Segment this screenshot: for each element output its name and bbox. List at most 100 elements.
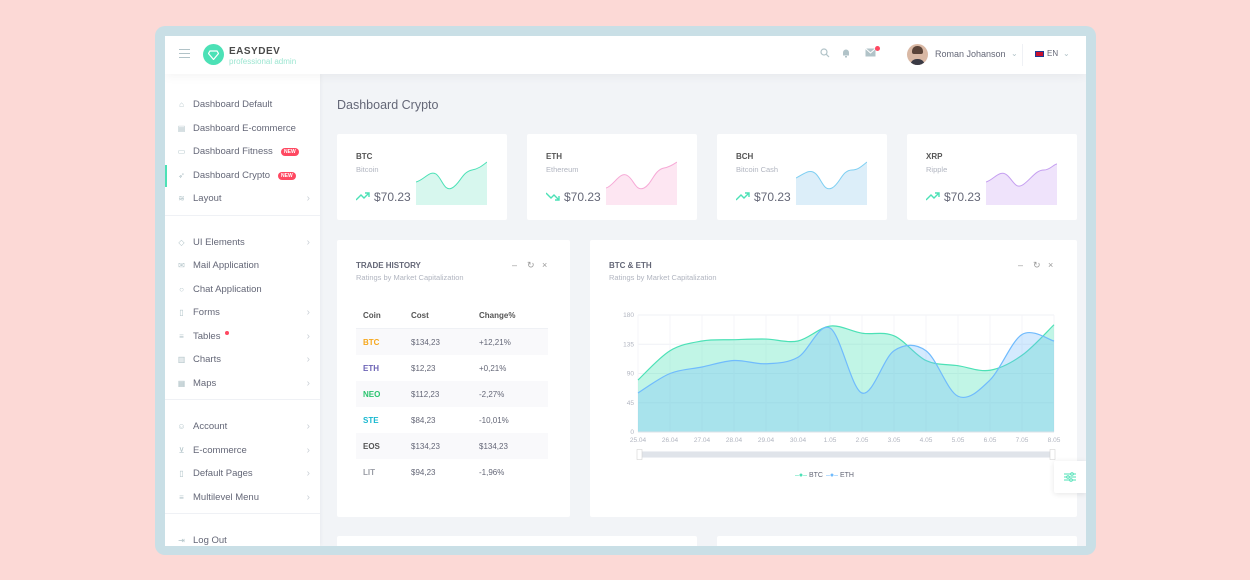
minimize-icon[interactable]: – — [1018, 260, 1024, 270]
x-tick-label: 29.04 — [758, 437, 775, 444]
flag-uk-icon[interactable] — [1035, 51, 1044, 57]
bell-icon[interactable] — [841, 48, 851, 61]
bubble-icon: ○ — [179, 284, 184, 294]
coin-card-btc[interactable]: BTC Bitcoin $70.23 — [337, 134, 507, 220]
table-row[interactable]: EOS $134,23 $134,23 — [356, 433, 548, 459]
chevron-down-icon[interactable]: ⌄ — [1011, 49, 1018, 58]
layers-icon: ≋ — [178, 194, 185, 203]
chevron-down-icon[interactable]: ⌄ — [1063, 49, 1070, 58]
table-row[interactable]: BTC $134,23 +12,21% — [356, 329, 548, 355]
sidebar-item-label: Maps — [193, 377, 217, 389]
trending-up-icon — [925, 192, 940, 204]
sidebar-item-ui-elements[interactable]: ◇ UI Elements › — [165, 234, 320, 254]
coin-card-xrp[interactable]: XRP Ripple $70.23 — [907, 134, 1077, 220]
new-badge: NEW — [278, 171, 296, 180]
series-line-eth — [637, 326, 1055, 398]
sparkline-chart — [416, 161, 487, 205]
change-cell: +0,21% — [479, 364, 507, 373]
cost-cell: $134,23 — [411, 442, 440, 451]
sidebar-item-maps[interactable]: ▦ Maps › — [165, 375, 320, 395]
sidebar-item-e-commerce[interactable]: ⊻ E-commerce › — [165, 442, 320, 462]
close-icon[interactable]: × — [1048, 260, 1054, 270]
sidebar-item-dashboard-default[interactable]: ⌂ Dashboard Default — [165, 96, 320, 116]
sidebar: ⌂ Dashboard Default ▤ Dashboard E-commerce ▭… — [165, 74, 320, 546]
sidebar-item-tables[interactable]: ≡ Tables › — [165, 328, 320, 348]
brush-handle-left — [636, 449, 643, 460]
user-name[interactable]: Roman Johanson — [935, 49, 1006, 59]
sidebar-item-dashboard-fitness[interactable]: ▭ Dashboard Fitness NEW — [165, 143, 320, 163]
coin-symbol: XRP — [926, 152, 943, 161]
table-row[interactable]: STE $84,23 -10,01% — [356, 407, 548, 433]
refresh-icon[interactable]: ↻ — [527, 260, 535, 270]
sidebar-item-mail-application[interactable]: ✉ Mail Application — [165, 257, 320, 277]
notification-dot — [225, 330, 229, 335]
minimize-icon[interactable]: – — [512, 260, 518, 270]
sidebar-item-dashboard-e-commerce[interactable]: ▤ Dashboard E-commerce — [165, 120, 320, 140]
close-icon[interactable]: × — [542, 260, 548, 270]
sidebar-item-label: Layout — [193, 193, 222, 204]
sidebar-divider — [165, 399, 320, 400]
screen-icon: ▭ — [177, 147, 186, 156]
envelope-icon: ✉ — [178, 261, 185, 270]
table-row[interactable]: LIT $94,23 -1,96% — [356, 459, 548, 485]
coin-price: $70.23 — [754, 190, 791, 204]
coin-cell: BTC — [363, 338, 380, 347]
change-cell: -2,27% — [479, 390, 505, 399]
change-cell: +12,21% — [479, 338, 511, 347]
sidebar-item-log-out[interactable]: ⇥ Log Out — [165, 532, 320, 546]
mail-notification-dot — [875, 46, 880, 51]
chevron-right-icon: › — [306, 444, 310, 456]
sparkline-chart — [796, 161, 867, 205]
x-tick-label: 5.05 — [952, 437, 965, 444]
avatar[interactable] — [907, 44, 928, 65]
chevron-right-icon: › — [306, 377, 310, 389]
chevron-right-icon: › — [306, 468, 310, 479]
sidebar-item-account[interactable]: ☺ Account › — [165, 418, 320, 438]
brush-handle-right — [1049, 449, 1056, 460]
sidebar-item-default-pages[interactable]: ▯ Default Pages › — [165, 465, 320, 485]
column-header-cost: Cost — [411, 311, 429, 320]
user-icon: ☺ — [177, 422, 186, 431]
coin-card-bch[interactable]: BCH Bitcoin Cash $70.23 — [717, 134, 887, 220]
legend-eth[interactable]: –●– ETH — [826, 472, 854, 479]
coin-card-eth[interactable]: ETH Ethereum $70.23 — [527, 134, 697, 220]
sidebar-item-chat-application[interactable]: ○ Chat Application — [165, 281, 320, 301]
cost-cell: $112,23 — [411, 390, 440, 399]
sidebar-item-dashboard-crypto[interactable]: ➶ Dashboard Crypto NEW — [165, 164, 320, 187]
mail-icon[interactable] — [865, 48, 876, 60]
topbar-divider — [1022, 44, 1023, 66]
logo-title: EASYDEV — [229, 46, 281, 57]
trade-history-subtitle: Ratings by Market Capitalization — [356, 273, 464, 282]
chart-subtitle: Ratings by Market Capitalization — [609, 273, 717, 282]
sidebar-item-multilevel-menu[interactable]: ≡ Multilevel Menu › — [165, 489, 320, 509]
list-icon: ≡ — [179, 331, 184, 341]
legend-btc[interactable]: –●– BTC — [795, 472, 823, 479]
cost-cell: $84,23 — [411, 416, 436, 425]
sidebar-item-label: UI Elements — [193, 236, 245, 248]
sidebar-item-label: Mail Application — [193, 260, 260, 271]
table-row[interactable]: NEO $112,23 -2,27% — [356, 381, 548, 407]
device-frame: EASYDEV professional admin Roman Johanso… — [155, 26, 1096, 555]
sidebar-item-forms[interactable]: ▯ Forms › — [165, 304, 320, 324]
refresh-icon[interactable]: ↻ — [1033, 260, 1041, 270]
coin-symbol: ETH — [546, 152, 562, 161]
search-icon[interactable] — [820, 48, 830, 61]
language-label[interactable]: EN — [1047, 49, 1059, 58]
coin-name: Ripple — [926, 165, 948, 174]
change-cell: -10,01% — [479, 416, 509, 425]
exit-icon: ⇥ — [178, 536, 185, 545]
sidebar-item-layout[interactable]: ≋ Layout › — [165, 190, 320, 210]
hamburger-menu-icon[interactable] — [179, 49, 190, 58]
table-row[interactable]: ETH $12,23 +0,21% — [356, 355, 548, 381]
legend-btc-label: BTC — [808, 472, 823, 479]
settings-sliders-icon[interactable] — [1054, 461, 1086, 493]
range-brush-selection — [641, 452, 1051, 457]
sidebar-item-charts[interactable]: ▥ Charts › — [165, 351, 320, 371]
sidebar-item-label: Dashboard Crypto — [193, 169, 271, 181]
sparkline-line — [416, 161, 487, 190]
area-chart[interactable]: 0 45 90 135 180 25.04 26.04 27.04 28.04 29.04 30.0… — [590, 240, 1077, 517]
change-cell: $134,23 — [479, 442, 508, 451]
sidebar-item-label: Tables — [193, 330, 221, 342]
x-tick-label: 3.05 — [888, 437, 901, 444]
coin-symbol: BCH — [736, 152, 754, 161]
